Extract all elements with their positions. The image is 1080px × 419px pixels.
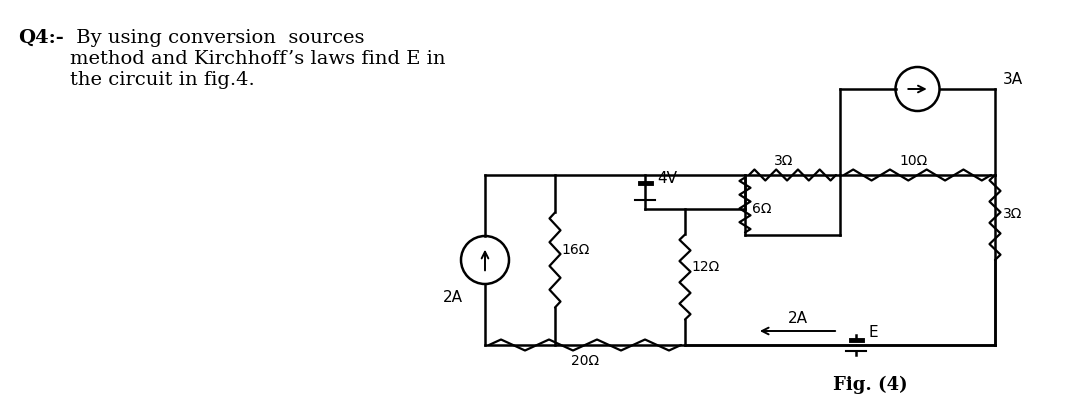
Text: 10Ω: 10Ω <box>900 154 928 168</box>
Text: E: E <box>868 325 878 340</box>
Text: 12Ω: 12Ω <box>691 260 719 274</box>
Text: 3Ω: 3Ω <box>773 154 793 168</box>
Text: Fig. (4): Fig. (4) <box>833 376 907 394</box>
Text: 3Ω: 3Ω <box>1003 207 1023 220</box>
Text: 6Ω: 6Ω <box>752 202 771 216</box>
Text: 2A: 2A <box>443 290 463 305</box>
Text: 16Ω: 16Ω <box>561 243 590 257</box>
Text: Q4:-: Q4:- <box>18 29 64 47</box>
Text: 20Ω: 20Ω <box>571 354 599 368</box>
Text: 3A: 3A <box>1003 72 1023 87</box>
Text: 4V: 4V <box>657 171 677 186</box>
Text: By using conversion  sources
method and Kirchhoff’s laws find E in
the circuit i: By using conversion sources method and K… <box>70 29 446 88</box>
Text: 2A: 2A <box>787 311 808 326</box>
